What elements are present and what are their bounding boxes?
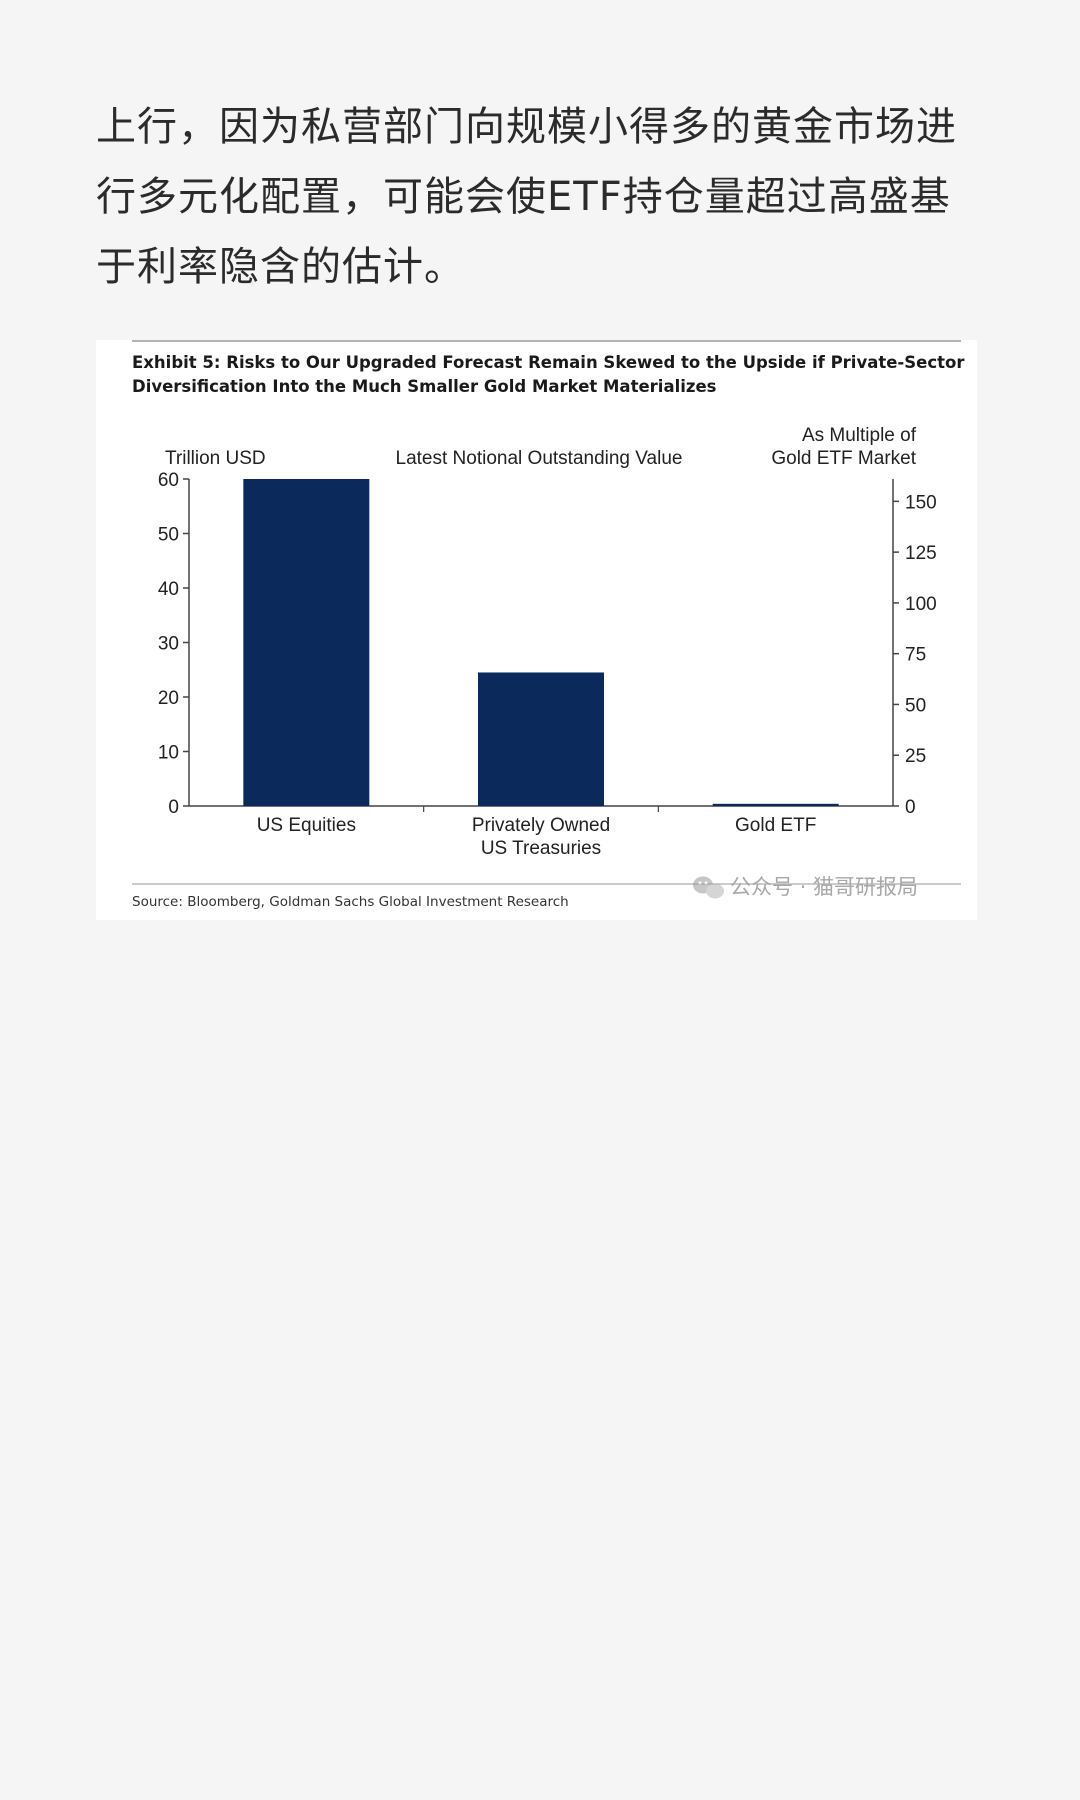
y2-tick-label: 50 [905,695,926,716]
wechat-icon [693,876,724,899]
right-axis-label-line1: As Multiple of [802,425,917,446]
x-tick-label: US Equities [257,815,356,836]
y2-tick-label: 25 [905,746,926,767]
y2-tick-label: 100 [905,594,937,615]
bar [712,803,839,806]
y2-tick-label: 125 [905,543,937,564]
bar [478,672,604,806]
chart-figure: Exhibit 5: Risks to Our Upgraded Forecas… [96,340,977,920]
article-paragraph: 上行，因为私营部门向规模小得多的黄金市场进行多元化配置，可能会使ETF持仓量超过… [96,104,957,290]
exhibit-title-line2: Diversification Into the Much Smaller Go… [132,377,717,396]
y-tick-label: 20 [158,688,179,709]
y2-tick-label: 0 [905,797,916,818]
y-tick-label: 30 [158,634,179,655]
x-axis-labels: US Equities Privately Owned US Treasuries G… [257,806,816,859]
right-axis-label-line2: Gold ETF Market [771,448,916,469]
exhibit-title-line1: Exhibit 5: Risks to Our Upgraded Forecas… [132,353,965,372]
y-tick-label: 0 [168,797,179,818]
bar [243,479,370,806]
y-tick-label: 60 [158,470,179,491]
y2-tick-label: 75 [905,645,926,666]
source-note: Source: Bloomberg, Goldman Sachs Global … [132,894,569,910]
bars [243,479,839,806]
chart-svg: Exhibit 5: Risks to Our Upgraded Forecas… [132,340,965,910]
watermark-text: 公众号 · 猫哥研报局 [730,875,918,899]
y-tick-label: 10 [158,743,179,764]
x-tick-label: Privately Owned US Treasuries [472,815,610,859]
y-tick-label: 50 [158,525,179,546]
left-axis-ticks: 0 10 20 30 40 50 60 [158,470,189,818]
y-tick-label: 40 [158,579,179,600]
x-tick-label: Gold ETF [735,815,816,836]
right-axis-ticks: 0 25 50 75 100 125 150 [893,492,937,818]
chart-title: Latest Notional Outstanding Value [396,448,683,469]
y2-tick-label: 150 [905,492,937,513]
left-axis-label: Trillion USD [165,448,266,469]
